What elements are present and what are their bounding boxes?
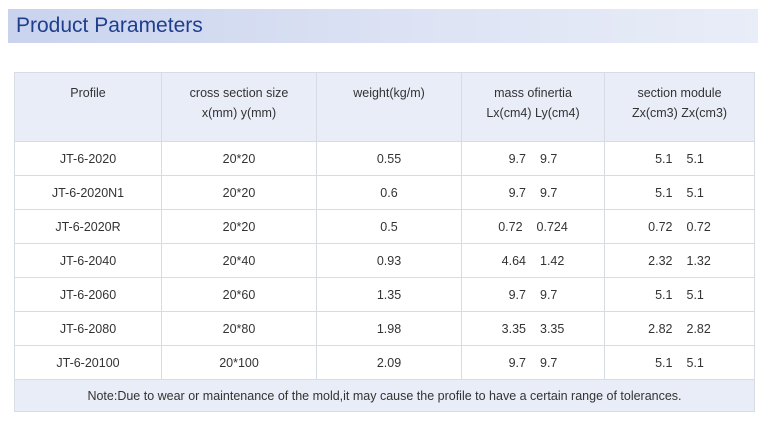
zx1-value: 5.1 [655, 185, 673, 200]
header-line: Lx(cm4) Ly(cm4) [486, 106, 580, 120]
zx1-value: 5.1 [655, 355, 673, 370]
inertia-cell: 4.64 1.42 [461, 243, 605, 278]
zx2-value: 5.1 [686, 287, 704, 302]
section-title: Product Parameters [16, 14, 203, 37]
section-banner: Product Parameters [8, 9, 758, 43]
table-row: JT-6-2020 20*20 0.55 9.7 9.7 5.1 5.1 [14, 141, 755, 176]
weight-cell: 0.6 [316, 175, 462, 210]
lx-value: 4.64 [501, 253, 526, 268]
header-line: Zx(cm3) Zx(cm3) [631, 106, 728, 120]
ly-value: 0.724 [536, 219, 568, 234]
header-line: x(mm) y(mm) [201, 106, 277, 120]
ly-value: 9.7 [540, 151, 558, 166]
profile-cell: JT-6-2060 [14, 277, 162, 312]
size-cell: 20*40 [161, 243, 317, 278]
module-cell: 5.1 5.1 [604, 277, 755, 312]
table-row: JT-6-2040 20*40 0.93 4.64 1.42 2.32 1.32 [14, 243, 755, 278]
header-line: mass ofinertia [494, 86, 572, 100]
inertia-cell: 9.7 9.7 [461, 277, 605, 312]
ly-value: 9.7 [540, 185, 558, 200]
zx1-value: 5.1 [655, 287, 673, 302]
size-cell: 20*20 [161, 141, 317, 176]
profile-cell: JT-6-2020N1 [14, 175, 162, 210]
zx2-value: 2.82 [686, 321, 711, 336]
lx-value: 9.7 [508, 355, 526, 370]
table-row: JT-6-2020N1 20*20 0.6 9.7 9.7 5.1 5.1 [14, 175, 755, 210]
weight-cell: 0.5 [316, 209, 462, 244]
size-cell: 20*20 [161, 175, 317, 210]
weight-cell: 2.09 [316, 345, 462, 380]
table-row: JT-6-2080 20*80 1.98 3.35 3.35 2.82 2.82 [14, 311, 755, 346]
table-row: JT-6-20100 20*100 2.09 9.7 9.7 5.1 5.1 [14, 345, 755, 380]
module-cell: 2.32 1.32 [604, 243, 755, 278]
module-cell: 0.72 0.72 [604, 209, 755, 244]
module-cell: 2.82 2.82 [604, 311, 755, 346]
lx-value: 9.7 [508, 185, 526, 200]
zx2-value: 5.1 [686, 151, 704, 166]
table-row: JT-6-2020R 20*20 0.5 0.72 0.724 0.72 0.72 [14, 209, 755, 244]
size-cell: 20*60 [161, 277, 317, 312]
table-header-row: Profile cross section size x(mm) y(mm) w… [14, 72, 755, 142]
note-row: Note:Due to wear or maintenance of the m… [14, 379, 755, 412]
ly-value: 9.7 [540, 355, 558, 370]
header-section-module: section module Zx(cm3) Zx(cm3) [604, 72, 755, 142]
inertia-cell: 9.7 9.7 [461, 175, 605, 210]
zx2-value: 5.1 [686, 185, 704, 200]
profile-cell: JT-6-2080 [14, 311, 162, 346]
header-mass-inertia: mass ofinertia Lx(cm4) Ly(cm4) [461, 72, 605, 142]
zx1-value: 0.72 [648, 219, 673, 234]
zx2-value: 1.32 [686, 253, 711, 268]
ly-value: 1.42 [540, 253, 565, 268]
zx1-value: 2.32 [648, 253, 673, 268]
lx-value: 0.72 [498, 219, 523, 234]
header-weight: weight(kg/m) [316, 72, 462, 142]
tolerance-note: Note:Due to wear or maintenance of the m… [14, 379, 755, 412]
profile-cell: JT-6-20100 [14, 345, 162, 380]
product-parameters-table: Profile cross section size x(mm) y(mm) w… [14, 72, 755, 412]
weight-cell: 0.55 [316, 141, 462, 176]
profile-cell: JT-6-2020R [14, 209, 162, 244]
lx-value: 9.7 [508, 287, 526, 302]
header-line: weight(kg/m) [353, 86, 425, 100]
header-line: Profile [70, 86, 106, 100]
size-cell: 20*100 [161, 345, 317, 380]
module-cell: 5.1 5.1 [604, 345, 755, 380]
inertia-cell: 0.72 0.724 [461, 209, 605, 244]
zx2-value: 0.72 [686, 219, 711, 234]
ly-value: 9.7 [540, 287, 558, 302]
zx2-value: 5.1 [686, 355, 704, 370]
profile-cell: JT-6-2020 [14, 141, 162, 176]
lx-value: 3.35 [501, 321, 526, 336]
module-cell: 5.1 5.1 [604, 141, 755, 176]
size-cell: 20*20 [161, 209, 317, 244]
weight-cell: 1.35 [316, 277, 462, 312]
header-line: cross section size [189, 86, 289, 100]
zx1-value: 2.82 [648, 321, 673, 336]
inertia-cell: 9.7 9.7 [461, 345, 605, 380]
header-profile: Profile [14, 72, 162, 142]
module-cell: 5.1 5.1 [604, 175, 755, 210]
header-line: section module [637, 86, 722, 100]
inertia-cell: 3.35 3.35 [461, 311, 605, 346]
lx-value: 9.7 [508, 151, 526, 166]
profile-cell: JT-6-2040 [14, 243, 162, 278]
weight-cell: 0.93 [316, 243, 462, 278]
inertia-cell: 9.7 9.7 [461, 141, 605, 176]
weight-cell: 1.98 [316, 311, 462, 346]
size-cell: 20*80 [161, 311, 317, 346]
table-row: JT-6-2060 20*60 1.35 9.7 9.7 5.1 5.1 [14, 277, 755, 312]
header-cross-section: cross section size x(mm) y(mm) [161, 72, 317, 142]
ly-value: 3.35 [540, 321, 565, 336]
zx1-value: 5.1 [655, 151, 673, 166]
